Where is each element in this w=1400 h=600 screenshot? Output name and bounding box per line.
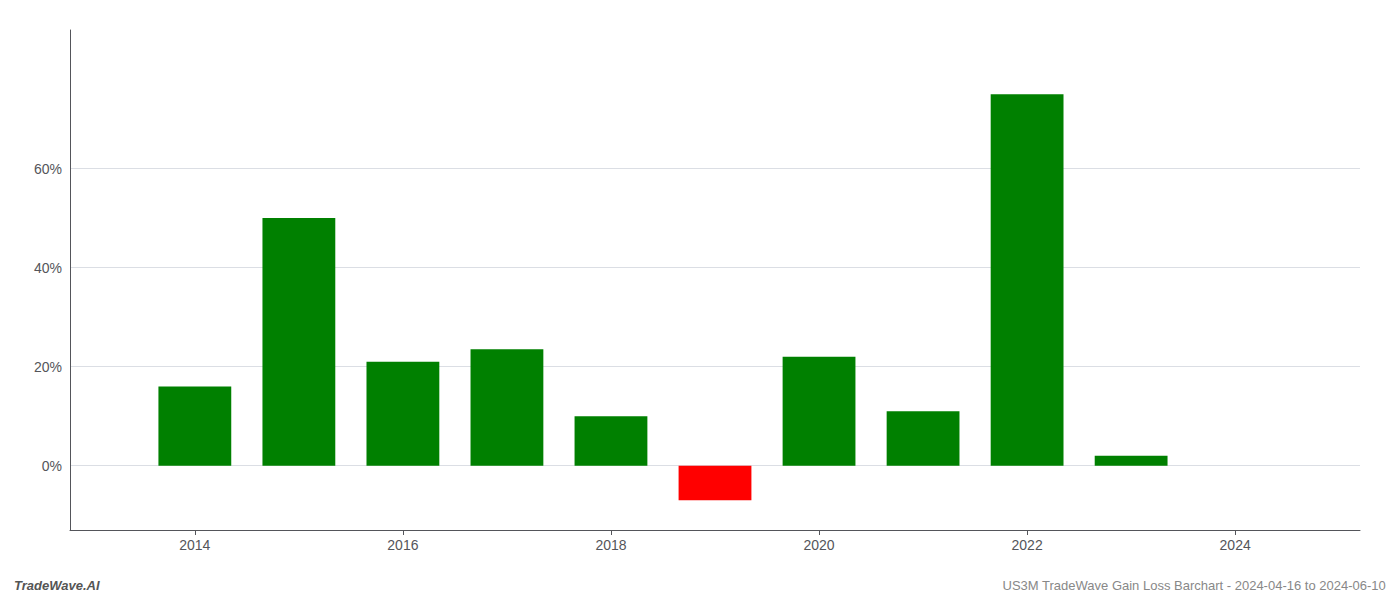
svg-text:2024: 2024 <box>1220 537 1251 553</box>
svg-text:0%: 0% <box>42 458 62 474</box>
svg-text:40%: 40% <box>34 260 62 276</box>
svg-text:2018: 2018 <box>595 537 626 553</box>
svg-text:2020: 2020 <box>803 537 834 553</box>
svg-text:2022: 2022 <box>1012 537 1043 553</box>
svg-text:20%: 20% <box>34 359 62 375</box>
svg-text:TradeWave.AI: TradeWave.AI <box>14 578 100 593</box>
svg-text:US3M TradeWave Gain Loss Barch: US3M TradeWave Gain Loss Barchart - 2024… <box>1003 578 1386 593</box>
svg-text:2014: 2014 <box>179 537 210 553</box>
svg-text:60%: 60% <box>34 161 62 177</box>
svg-text:2016: 2016 <box>387 537 418 553</box>
